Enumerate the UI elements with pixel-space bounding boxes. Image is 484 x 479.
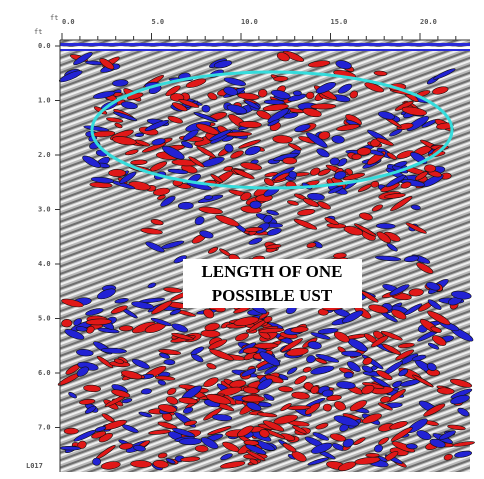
surface-band <box>60 43 470 46</box>
reflection <box>179 438 202 445</box>
top-tick-label: 20.0 <box>420 18 437 26</box>
surface-band <box>60 49 470 51</box>
top-tick-label: 0.0 <box>62 18 75 26</box>
reflection <box>376 223 395 229</box>
reflection <box>61 319 72 327</box>
left-tick-label: 1.0 <box>38 97 51 105</box>
reflection <box>254 343 278 349</box>
left-tick-label: 5.0 <box>38 315 51 323</box>
reflection <box>344 372 353 378</box>
reflection <box>135 133 144 137</box>
top-tick-label: 5.0 <box>152 18 165 26</box>
annotation-line: LENGTH OF ONE <box>201 262 342 281</box>
reflection <box>242 395 265 402</box>
reflection <box>64 428 78 434</box>
reflection <box>178 202 193 210</box>
annotation-line: POSSIBLE UST <box>212 286 333 305</box>
reflection <box>164 359 175 365</box>
left-axis-unit: ft <box>34 28 42 36</box>
reflection <box>293 91 301 96</box>
radargram-view: 0.0 5.0 10.0 15.0 20.0 0.0 1.0 2.0 3.0 4.0 5.0 6.0 7… <box>0 0 484 479</box>
top-axis-unit: ft <box>50 14 58 22</box>
top-tick-label: 15.0 <box>331 18 348 26</box>
reflection <box>204 195 213 200</box>
left-tick-label: 3.0 <box>38 206 51 214</box>
line-label: L017 <box>26 462 43 470</box>
reflection <box>250 201 261 208</box>
reflection <box>278 386 293 392</box>
reflection <box>274 76 289 81</box>
reflection <box>366 453 380 457</box>
reflection <box>109 169 126 176</box>
reflection <box>92 458 101 466</box>
left-tick-label: 4.0 <box>38 260 51 268</box>
reflection <box>131 160 148 165</box>
reflection <box>283 157 297 164</box>
reflection <box>311 103 336 109</box>
left-tick-label: 7.0 <box>38 424 51 432</box>
reflection <box>406 443 418 449</box>
left-tick-label: 2.0 <box>38 151 51 159</box>
reflection <box>119 325 133 331</box>
top-tick-label: 10.0 <box>241 18 258 26</box>
left-tick-label: 0.0 <box>38 42 51 50</box>
reflection <box>60 446 80 450</box>
surface-band <box>60 47 470 49</box>
left-tick-label: 6.0 <box>38 369 51 377</box>
